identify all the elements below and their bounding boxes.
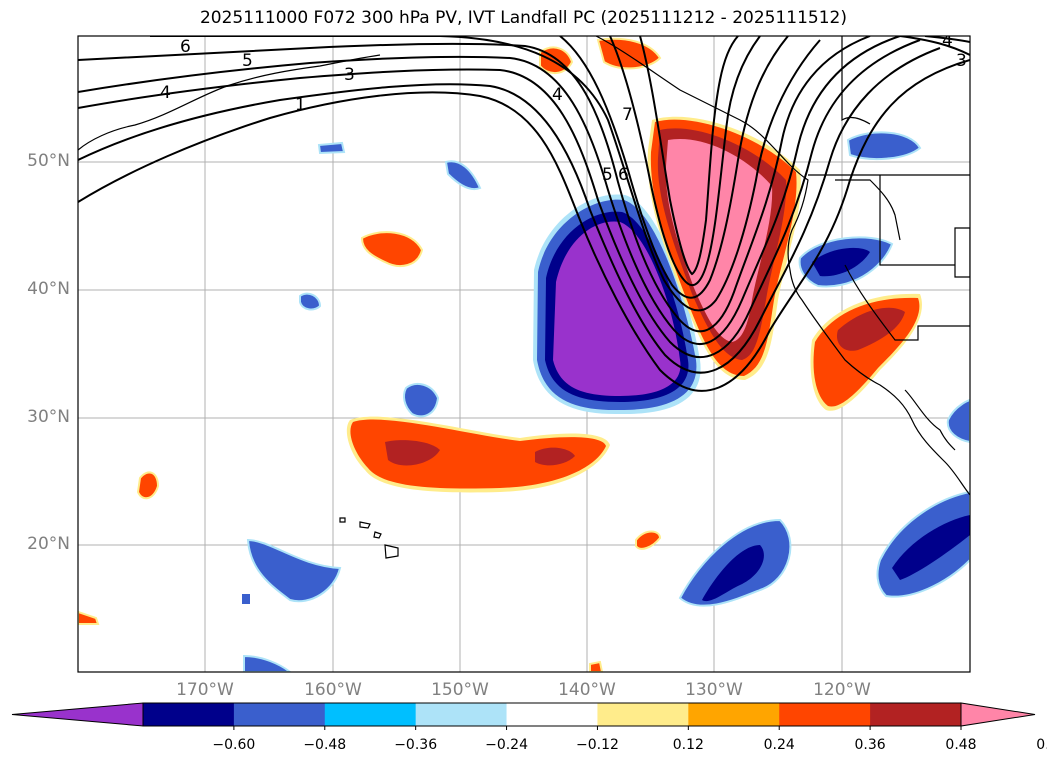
- positive-anomaly-small-4: [136, 471, 160, 500]
- colorbar-tick-label: 0.48: [945, 737, 977, 753]
- colorbar-tick-label: −0.24: [485, 737, 528, 753]
- colorbar-segment: [597, 703, 689, 726]
- contour-label: 1: [295, 95, 306, 115]
- colorbar-tick-label: 0.36: [854, 737, 886, 753]
- lon-label-130: 130°W: [685, 680, 743, 700]
- colorbar-extend-high: [960, 702, 1036, 727]
- lon-label-160: 160°W: [304, 680, 362, 700]
- colorbar-tick-label: −0.48: [303, 737, 347, 753]
- colorbar-tick-label: 0.24: [763, 737, 795, 753]
- contour-label: 5: [242, 51, 253, 71]
- colorbar-segment: [779, 703, 871, 726]
- contour-label: 3: [344, 65, 355, 85]
- colorbar-segment: [506, 703, 598, 726]
- pv-contour-labels: 6 5 4 3 1 4 7 5 6 4 3: [160, 31, 967, 185]
- map-frame: [77, 35, 971, 673]
- colorbar-extend-low: [11, 702, 144, 727]
- negative-anomaly-others: [242, 131, 970, 672]
- colorbar-tick-label: 0.60: [1036, 737, 1047, 753]
- colorbar-segment: [143, 703, 235, 726]
- positive-anomaly-california: [810, 293, 922, 411]
- contour-label: 7: [622, 105, 633, 125]
- colorbar-segment: [870, 703, 962, 726]
- contour-label: 6: [618, 165, 629, 185]
- lon-label-140: 140°W: [558, 680, 616, 700]
- colorbar: [11, 702, 1036, 730]
- contour-label: 5: [602, 165, 613, 185]
- colorbar-segment: [233, 703, 326, 726]
- pv-contours: [78, 36, 970, 392]
- colorbar-frame: [142, 702, 962, 727]
- colorbar-tick-label: 0.12: [672, 737, 704, 753]
- colorbar-tick-label: −0.36: [394, 737, 438, 753]
- positive-anomaly-small-5: [635, 530, 662, 550]
- colorbar-segment: [415, 703, 508, 726]
- lat-label-50: 50°N: [27, 151, 70, 171]
- contour-label: 3: [956, 51, 967, 71]
- contour-label: 4: [552, 85, 563, 105]
- map-title: 2025111000 F072 300 hPa PV, IVT Landfall…: [199, 8, 847, 28]
- lon-label-120: 120°W: [813, 680, 871, 700]
- colorbar-tick-label: −0.12: [575, 737, 619, 753]
- positive-anomaly-small-3: [596, 37, 662, 70]
- contour-label: 4: [942, 31, 953, 51]
- lat-label-20: 20°N: [27, 534, 70, 554]
- lon-label-170: 170°W: [176, 680, 234, 700]
- colorbar-segment: [688, 703, 780, 726]
- contour-label: 6: [180, 37, 191, 57]
- contour-label: 4: [160, 83, 171, 103]
- colorbar-segment: [324, 703, 417, 726]
- lat-label-40: 40°N: [27, 279, 70, 299]
- positive-anomaly-subtropical: [346, 416, 610, 493]
- lat-label-30: 30°N: [27, 407, 70, 427]
- lon-label-150: 150°W: [431, 680, 489, 700]
- positive-anomaly-small-7: [589, 660, 604, 672]
- positive-anomaly-small-6: [78, 610, 100, 625]
- positive-anomaly-small-1: [360, 231, 424, 267]
- colorbar-tick-label: −0.60: [212, 737, 256, 753]
